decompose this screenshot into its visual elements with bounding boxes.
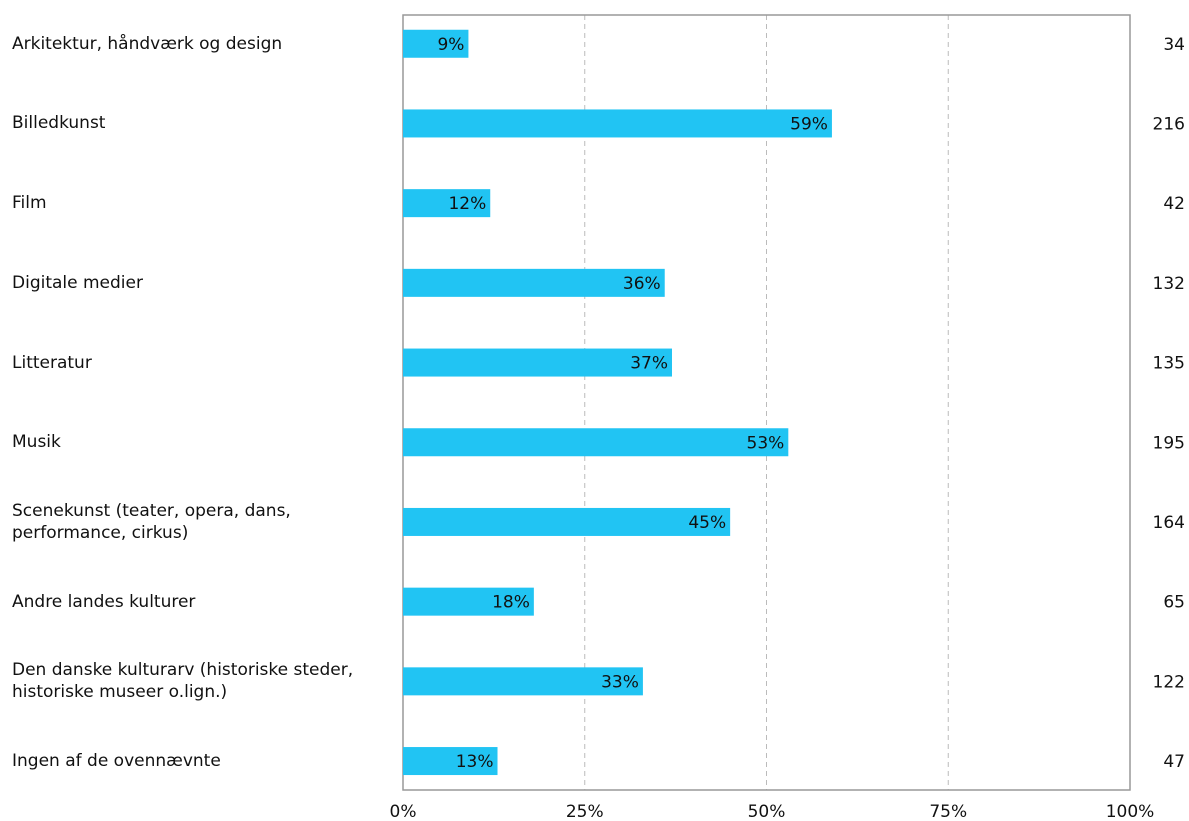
category-label: Film (12, 193, 47, 214)
count-label: 65 (1163, 593, 1185, 613)
category-label: Litteratur (12, 352, 92, 373)
bar (403, 189, 491, 218)
category-label: Andre landes kulturer (12, 591, 196, 612)
category-label: Digitale medier (12, 272, 143, 293)
bar (403, 29, 469, 58)
bar (403, 109, 832, 138)
category-label: Arkitektur, håndværk og design (12, 33, 283, 54)
bar (403, 667, 643, 696)
value-label: 53% (747, 433, 785, 453)
count-label: 164 (1153, 513, 1185, 533)
count-label: 132 (1153, 274, 1185, 294)
count-label: 195 (1153, 433, 1185, 453)
category-label: Den danske kulturarv (historiske steder,… (12, 660, 354, 703)
value-label: 9% (437, 35, 464, 55)
count-label: 216 (1153, 114, 1185, 134)
value-label: 45% (688, 513, 726, 533)
bar (403, 268, 665, 297)
category-label: Musik (12, 432, 61, 453)
x-tick-label: 0% (390, 802, 417, 821)
bar (403, 747, 498, 776)
value-label: 12% (448, 194, 486, 214)
plot-border (402, 14, 1131, 791)
bar (403, 348, 672, 377)
value-label: 33% (601, 672, 639, 692)
bar (403, 428, 789, 457)
count-label: 122 (1153, 672, 1185, 692)
count-label: 34 (1163, 35, 1185, 55)
count-label: 42 (1163, 194, 1185, 214)
value-label: 18% (492, 593, 530, 613)
value-label: 36% (623, 274, 661, 294)
x-tick-label: 25% (566, 802, 604, 821)
category-label: Ingen af de ovennævnte (12, 751, 221, 772)
count-label: 47 (1163, 752, 1185, 772)
bar (403, 587, 534, 616)
value-label: 59% (790, 114, 828, 134)
category-label: Scenekunst (teater, opera, dans, perform… (12, 500, 291, 543)
count-label: 135 (1153, 354, 1185, 374)
bar (403, 507, 731, 536)
x-tick-label: 100% (1106, 802, 1155, 821)
x-tick-label: 50% (748, 802, 786, 821)
category-label: Billedkunst (12, 113, 106, 134)
x-tick-label: 75% (929, 802, 967, 821)
value-label: 37% (630, 354, 668, 374)
value-label: 13% (456, 752, 494, 772)
